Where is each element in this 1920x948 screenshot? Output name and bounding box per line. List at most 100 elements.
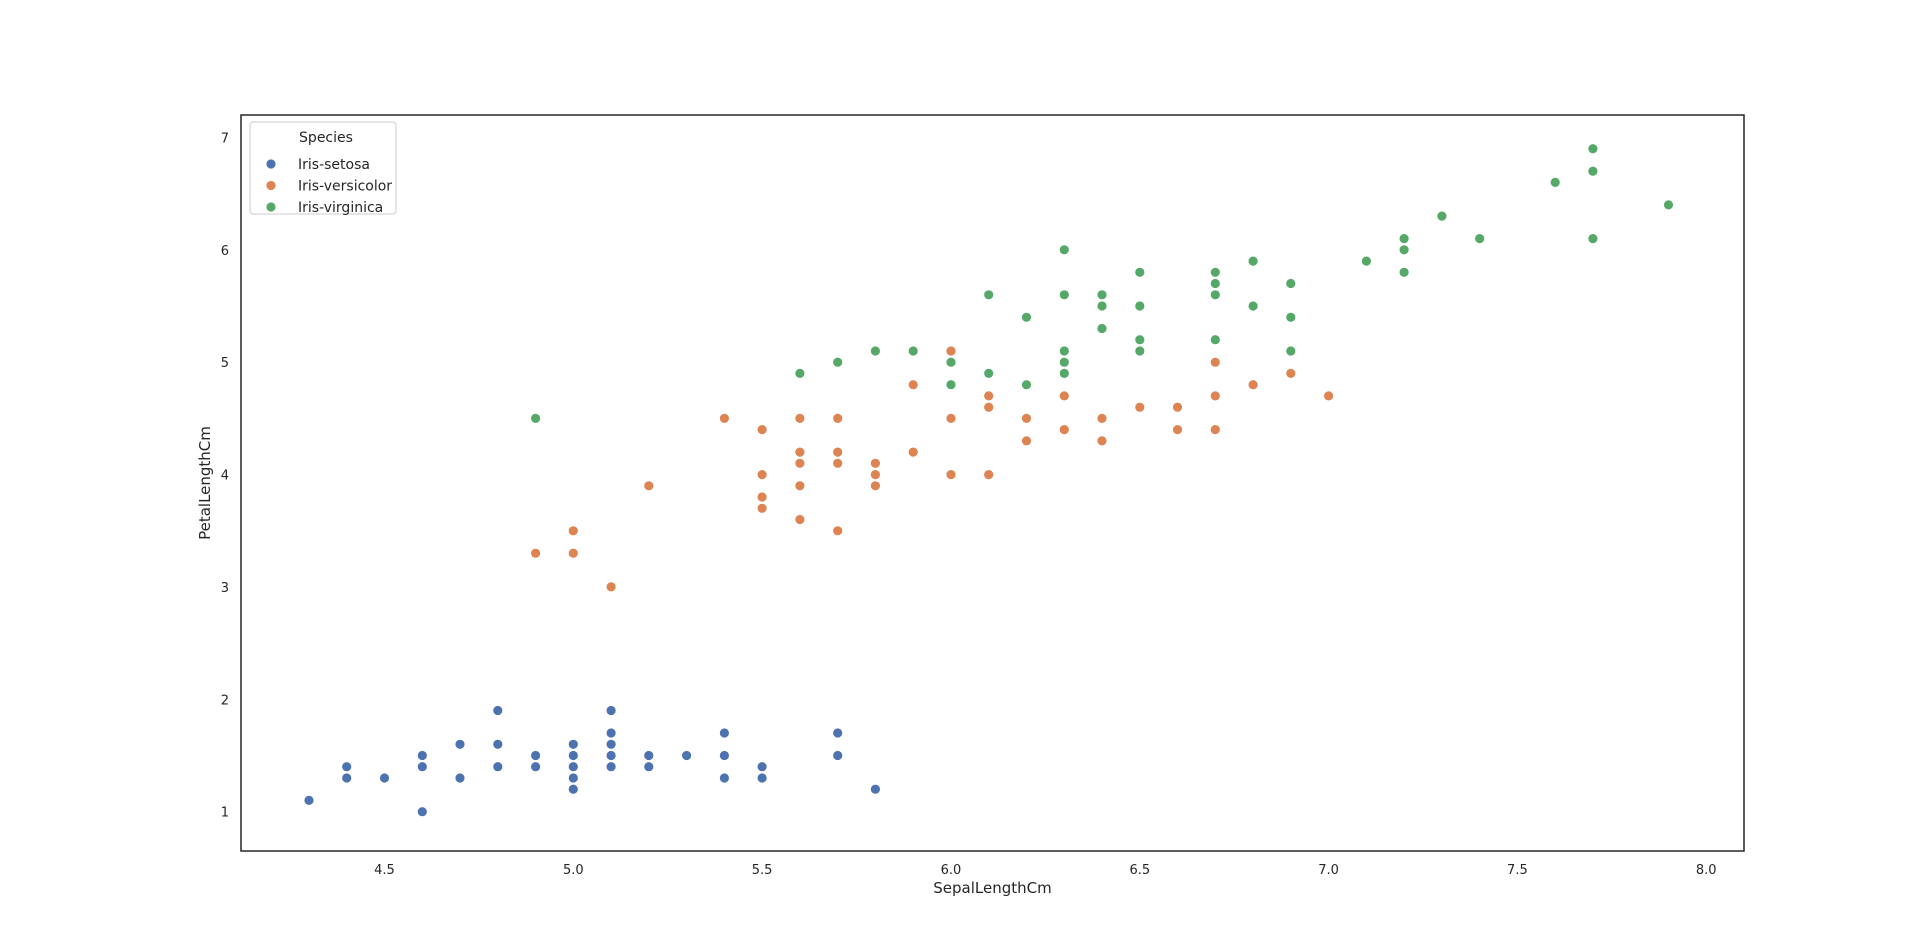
y-tick-label: 3 (221, 581, 229, 596)
data-point (530, 412, 541, 424)
x-tick-label: 7.0 (1318, 863, 1339, 878)
data-point (983, 367, 995, 379)
data-point (870, 480, 881, 492)
data-point (907, 446, 919, 458)
data-point (416, 750, 428, 761)
data-point (567, 750, 579, 761)
data-point (1134, 401, 1146, 413)
data-point (530, 750, 541, 761)
y-axis-ticks: 1 2 3 4 5 6 7 (221, 132, 229, 821)
data-point (945, 412, 957, 424)
data-point (907, 345, 919, 357)
x-tick-label: 5.0 (563, 863, 584, 878)
data-point (1209, 334, 1221, 346)
data-point (1172, 401, 1183, 413)
data-point (1134, 300, 1146, 312)
data-point (1323, 390, 1334, 402)
legend-marker (265, 180, 277, 191)
data-point (756, 772, 768, 784)
data-point (1058, 356, 1070, 368)
data-point (492, 738, 504, 750)
data-point (1021, 412, 1032, 424)
data-point (1209, 278, 1221, 289)
data-point (794, 514, 806, 525)
data-point (832, 525, 844, 537)
data-point (1021, 435, 1032, 447)
data-point (1209, 356, 1221, 368)
legend-label: Iris-versicolor (298, 179, 392, 195)
data-point (1549, 176, 1561, 188)
data-point (605, 705, 617, 716)
data-point (1436, 210, 1448, 222)
data-point (643, 761, 655, 773)
data-point (870, 783, 881, 795)
data-point (983, 401, 995, 413)
data-point (794, 457, 806, 469)
y-tick-label: 4 (221, 469, 229, 484)
data-point (832, 412, 844, 424)
data-point (1247, 255, 1259, 267)
data-point (832, 356, 844, 368)
data-point (1209, 390, 1221, 402)
data-point (756, 469, 768, 481)
data-point (832, 750, 844, 761)
y-tick-label: 5 (221, 356, 229, 371)
data-point (794, 412, 806, 424)
data-point (605, 738, 617, 750)
data-point (643, 750, 655, 761)
data-point (567, 738, 579, 750)
data-point (1096, 435, 1108, 447)
data-point (945, 345, 957, 357)
data-point (1398, 244, 1410, 256)
series-iris-setosa (303, 705, 881, 818)
data-point (1172, 424, 1183, 436)
data-point (1247, 379, 1259, 391)
x-axis-ticks: 4.5 5.0 5.5 6.0 6.5 7.0 7.5 8.0 (374, 863, 1716, 878)
data-point (870, 469, 881, 481)
data-point (756, 491, 768, 503)
data-point (681, 750, 692, 761)
legend-marker (265, 158, 277, 170)
data-point (416, 761, 428, 773)
data-point (1134, 266, 1146, 278)
data-point (1021, 379, 1032, 391)
data-point (1209, 266, 1221, 278)
x-tick-label: 5.5 (752, 863, 773, 878)
data-point (1134, 345, 1146, 357)
data-point (945, 379, 957, 391)
data-point (567, 761, 579, 773)
data-point (1285, 345, 1297, 357)
data-point (1209, 424, 1221, 436)
data-point (605, 750, 617, 761)
data-point (1247, 300, 1259, 312)
data-point (1096, 300, 1108, 312)
data-point (1285, 278, 1297, 289)
data-point (1058, 244, 1070, 256)
legend-entries: Iris-setosa Iris-versicolor Iris-virginica (265, 157, 392, 216)
x-tick-label: 4.5 (374, 863, 395, 878)
data-point (1096, 412, 1108, 424)
data-point (454, 772, 466, 784)
data-point (1058, 345, 1070, 357)
data-point (1058, 367, 1070, 379)
data-point (1587, 233, 1599, 245)
x-tick-label: 6.5 (1129, 863, 1150, 878)
data-points (303, 143, 1674, 818)
data-point (643, 480, 655, 492)
data-point (530, 547, 541, 559)
data-point (1398, 266, 1410, 278)
data-point (1587, 165, 1599, 177)
series-iris-versicolor (530, 345, 1334, 593)
data-point (605, 761, 617, 773)
data-point (530, 761, 541, 773)
data-point (870, 345, 881, 357)
data-point (1663, 199, 1674, 211)
data-point (492, 705, 504, 716)
y-tick-label: 6 (221, 244, 229, 259)
data-point (1134, 334, 1146, 346)
data-point (945, 356, 957, 368)
data-point (416, 806, 428, 818)
data-point (1285, 367, 1297, 379)
legend-marker (265, 201, 277, 213)
